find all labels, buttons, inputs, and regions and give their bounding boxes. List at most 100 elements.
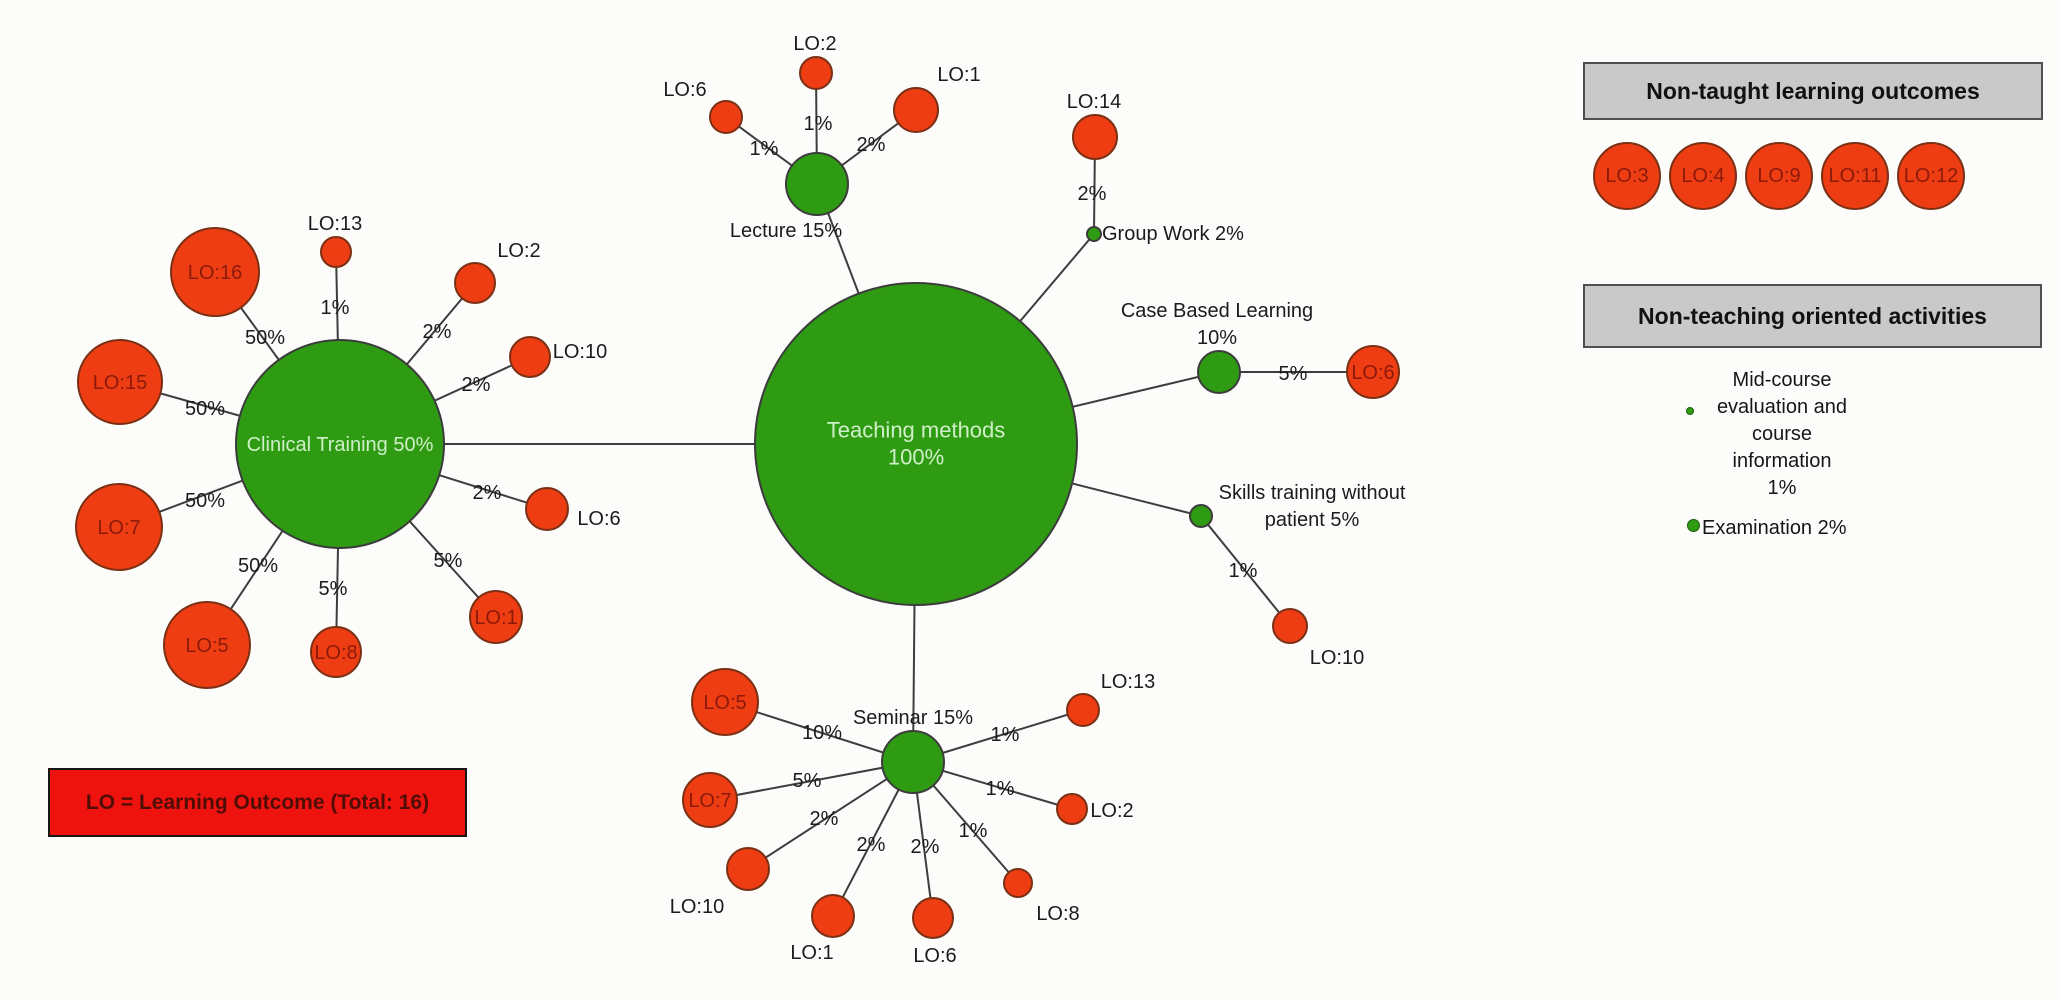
node-c-lo8 bbox=[310, 626, 362, 678]
edge-label-seminar-s-lo5: 10% bbox=[802, 722, 842, 744]
node-sk-lo10 bbox=[1272, 608, 1308, 644]
label-cbl-lo6: LO:6 bbox=[1351, 362, 1394, 384]
edge-label-groupwork-lo14: 2% bbox=[1078, 183, 1107, 205]
label-s-lo8: LO:8 bbox=[1036, 903, 1079, 925]
node-c-lo5 bbox=[163, 601, 251, 689]
label-cbl-line2: 10% bbox=[1197, 327, 1237, 349]
label-c-lo2: LO:2 bbox=[497, 240, 540, 262]
edge-label-clinical-c-lo16: 50% bbox=[245, 327, 285, 349]
node-teaching bbox=[754, 282, 1078, 606]
mid-course-evaluation-label: Mid-course evaluation and course informa… bbox=[1716, 369, 1848, 499]
label-s-lo5: LO:5 bbox=[703, 692, 746, 714]
node-l-lo1 bbox=[893, 87, 939, 133]
non-taught-lo-circle: LO:4 bbox=[1669, 142, 1737, 210]
label-skills-line1: Skills training without bbox=[1219, 482, 1406, 504]
edge-label-skills-sk-lo10: 1% bbox=[1229, 560, 1258, 582]
edge-label-lecture-l-lo6: 1% bbox=[750, 138, 779, 160]
edge-label-lecture-l-lo1: 2% bbox=[857, 134, 886, 156]
edge-label-clinical-c-lo15: 50% bbox=[185, 398, 225, 420]
label-c-lo7: LO:7 bbox=[97, 517, 140, 539]
non-teaching-activities-header: Non-teaching oriented activities bbox=[1583, 284, 2042, 348]
non-taught-lo-circle: LO:11 bbox=[1821, 142, 1889, 210]
examination-dot-icon bbox=[1687, 519, 1700, 532]
edge-label-clinical-c-lo8: 5% bbox=[319, 578, 348, 600]
label-cbl-line1: Case Based Learning bbox=[1121, 300, 1313, 322]
node-c-lo7 bbox=[75, 483, 163, 571]
edge-label-seminar-s-lo8: 1% bbox=[959, 820, 988, 842]
edge-label-seminar-s-lo1: 2% bbox=[857, 834, 886, 856]
examination-label: Examination 2% bbox=[1702, 517, 1847, 539]
edge-label-clinical-c-lo13: 1% bbox=[321, 297, 350, 319]
node-cbl bbox=[1197, 350, 1241, 394]
node-c-lo15 bbox=[77, 339, 163, 425]
edge-label-clinical-c-lo6: 2% bbox=[473, 482, 502, 504]
label-seminar: Seminar 15% bbox=[853, 707, 973, 729]
edge-label-seminar-s-lo2: 1% bbox=[986, 778, 1015, 800]
label-lo14: LO:14 bbox=[1067, 91, 1121, 113]
label-l-lo1: LO:1 bbox=[937, 64, 980, 86]
edge-label-clinical-c-lo10: 2% bbox=[462, 374, 491, 396]
non-taught-lo-circle: LO:9 bbox=[1745, 142, 1813, 210]
label-c-lo8: LO:8 bbox=[314, 642, 357, 664]
node-s-lo6 bbox=[912, 897, 954, 939]
node-seminar bbox=[881, 730, 945, 794]
label-clinical: Clinical Training 50% bbox=[247, 434, 434, 456]
node-l-lo2 bbox=[799, 56, 833, 90]
edge-label-seminar-s-lo13: 1% bbox=[991, 724, 1020, 746]
node-c-lo6 bbox=[525, 487, 569, 531]
edge-label-cbl-cbl-lo6: 5% bbox=[1279, 363, 1308, 385]
label-s-lo1: LO:1 bbox=[790, 942, 833, 964]
label-groupwork: Group Work 2% bbox=[1102, 223, 1244, 245]
non-taught-lo-row: LO:3 LO:4 LO:9 LO:11 LO:12 bbox=[1593, 142, 1965, 210]
edge-label-clinical-c-lo1: 5% bbox=[434, 550, 463, 572]
label-c-lo15: LO:15 bbox=[93, 372, 147, 394]
label-sk-lo10: LO:10 bbox=[1310, 647, 1364, 669]
edge-label-lecture-l-lo2: 1% bbox=[804, 113, 833, 135]
node-lo14 bbox=[1072, 114, 1118, 160]
edge-label-clinical-c-lo5: 50% bbox=[238, 555, 278, 577]
label-skills-line2: patient 5% bbox=[1265, 509, 1360, 531]
edge-label-clinical-c-lo2: 2% bbox=[423, 321, 452, 343]
edge-seminar-s-lo10 bbox=[747, 761, 914, 870]
label-s-lo7: LO:7 bbox=[688, 790, 731, 812]
node-lecture bbox=[785, 152, 849, 216]
label-c-lo1: LO:1 bbox=[474, 607, 517, 629]
label-teaching-line1: Teaching methods bbox=[827, 418, 1006, 443]
node-s-lo1 bbox=[811, 894, 855, 938]
edge-label-seminar-s-lo10: 2% bbox=[810, 808, 839, 830]
label-c-lo13: LO:13 bbox=[308, 213, 362, 235]
node-s-lo5 bbox=[691, 668, 759, 736]
label-s-lo6: LO:6 bbox=[913, 945, 956, 967]
non-taught-lo-circle: LO:12 bbox=[1897, 142, 1965, 210]
node-c-lo10 bbox=[509, 336, 551, 378]
edge-label-seminar-s-lo7: 5% bbox=[793, 770, 822, 792]
label-teaching-line2: 100% bbox=[888, 445, 944, 470]
node-c-lo13 bbox=[320, 236, 352, 268]
label-l-lo6: LO:6 bbox=[663, 79, 706, 101]
label-c-lo16: LO:16 bbox=[188, 262, 242, 284]
node-s-lo7 bbox=[682, 772, 738, 828]
label-s-lo13: LO:13 bbox=[1101, 671, 1155, 693]
label-c-lo6: LO:6 bbox=[577, 508, 620, 530]
non-taught-lo-circle: LO:3 bbox=[1593, 142, 1661, 210]
node-s-lo13 bbox=[1066, 693, 1100, 727]
label-c-lo10: LO:10 bbox=[553, 341, 607, 363]
non-taught-outcomes-header: Non-taught learning outcomes bbox=[1583, 62, 2043, 120]
label-c-lo5: LO:5 bbox=[185, 635, 228, 657]
node-c-lo1 bbox=[469, 590, 523, 644]
node-groupwork bbox=[1086, 226, 1102, 242]
node-s-lo8 bbox=[1003, 868, 1033, 898]
label-s-lo10: LO:10 bbox=[670, 896, 724, 918]
node-c-lo16 bbox=[170, 227, 260, 317]
edge-seminar-s-lo7 bbox=[709, 761, 914, 801]
node-c-lo2 bbox=[454, 262, 496, 304]
edge-skills-sk-lo10 bbox=[1200, 515, 1291, 627]
node-cbl-lo6 bbox=[1346, 345, 1400, 399]
label-lecture: Lecture 15% bbox=[730, 220, 843, 242]
node-l-lo6 bbox=[709, 100, 743, 134]
label-l-lo2: LO:2 bbox=[793, 33, 836, 55]
node-clinical bbox=[235, 339, 445, 549]
node-s-lo2 bbox=[1056, 793, 1088, 825]
